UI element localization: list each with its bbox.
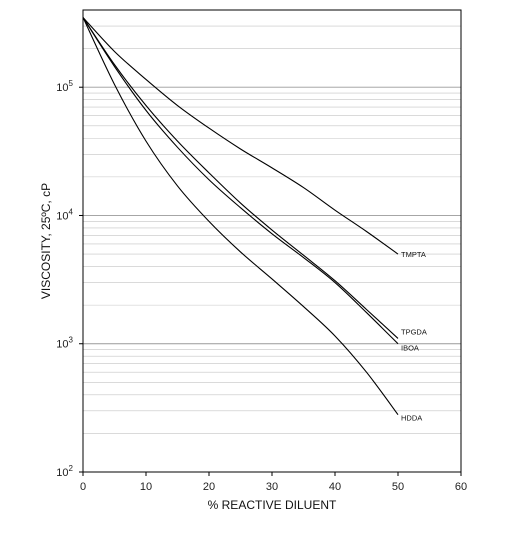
y-axis-title: VISCOSITY, 25ºC, cP bbox=[39, 183, 53, 299]
series-layer bbox=[82, 17, 399, 415]
y-tick-layer: 102 103 104 105 bbox=[56, 79, 83, 479]
x-tick-label: 20 bbox=[203, 481, 215, 493]
series-label-tmpta: TMPTA bbox=[401, 250, 426, 259]
x-tick-layer: 0 10 20 30 40 50 60 bbox=[80, 472, 467, 493]
y-tick-label: 103 bbox=[56, 336, 73, 351]
y-tick-label: 104 bbox=[56, 207, 73, 222]
y-tick-label: 102 bbox=[56, 464, 73, 479]
series-label-iboa: IBOA bbox=[401, 344, 419, 353]
plot-frame bbox=[82, 9, 462, 473]
x-tick-label: 40 bbox=[329, 481, 341, 493]
series-line-tpgda bbox=[82, 17, 399, 339]
series-line-hdda bbox=[82, 17, 399, 415]
x-tick-label: 10 bbox=[140, 481, 152, 493]
y-tick-label: 105 bbox=[56, 79, 73, 94]
x-tick-label: 30 bbox=[266, 481, 278, 493]
series-line-iboa bbox=[82, 17, 399, 345]
x-axis-title: % REACTIVE DILUENT bbox=[208, 498, 337, 512]
series-label-tpgda: TPGDA bbox=[401, 327, 427, 336]
series-label-layer: TMPTA TPGDA IBOA HDDA bbox=[401, 250, 427, 423]
x-tick-label: 50 bbox=[392, 481, 404, 493]
series-label-hdda: HDDA bbox=[401, 414, 422, 423]
x-tick-label: 0 bbox=[80, 481, 86, 493]
grid-layer bbox=[83, 9, 461, 434]
series-line-tmpta bbox=[82, 17, 399, 255]
x-tick-label: 60 bbox=[455, 481, 467, 493]
